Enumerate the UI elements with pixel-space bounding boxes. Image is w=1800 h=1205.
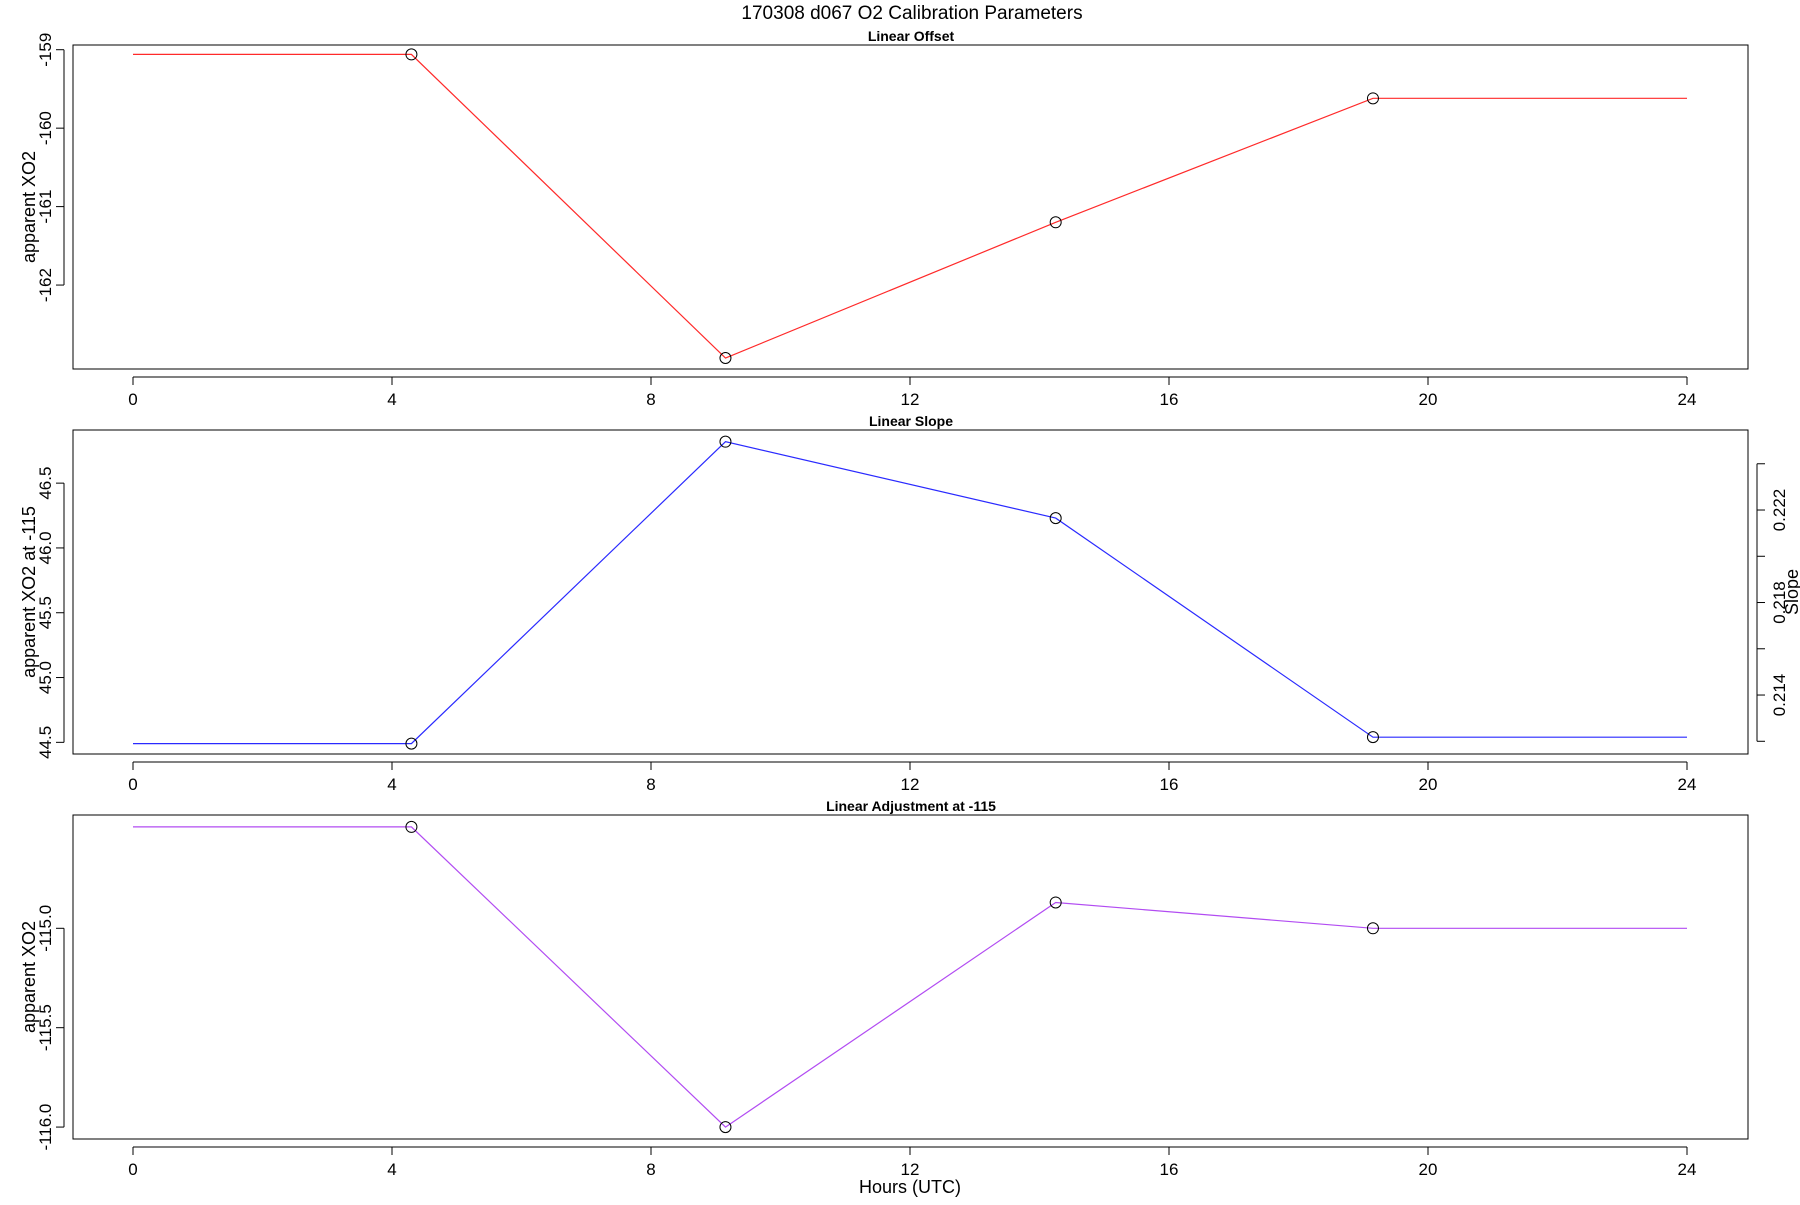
y-axis-label: apparent XO2 [19, 921, 39, 1033]
x-tick-label: 8 [646, 1160, 655, 1179]
data-point [1049, 512, 1062, 525]
data-point [1366, 731, 1379, 744]
data-point [1049, 216, 1062, 229]
y-tick-label: 45.0 [36, 661, 55, 694]
x-tick-label: 24 [1678, 775, 1697, 794]
y2-tick-label: 0.214 [1770, 674, 1789, 717]
y2-tick-label: 0.218 [1770, 581, 1789, 624]
data-point [1366, 922, 1379, 935]
y-tick-label: 44.5 [36, 726, 55, 759]
chart-panels: Linear Offset 0 4 8 12 16 20 24 -159 -160 -161 -162… [19, 28, 1800, 1179]
x-tick-label: 4 [387, 1160, 396, 1179]
series-line [133, 826, 1687, 1128]
plot-frame [72, 429, 1749, 755]
series-line [133, 53, 1687, 359]
x-tick-label: 16 [1160, 775, 1179, 794]
x-tick-label: 20 [1419, 390, 1438, 409]
plot-frame [72, 814, 1749, 1140]
x-tick-label: 24 [1678, 390, 1697, 409]
y-axis-label: apparent XO2 [19, 151, 39, 263]
x-tick-label: 20 [1419, 775, 1438, 794]
panel-2: Linear Slope 0 4 8 12 16 20 24 44.5 45.0 45.5 46.0 4… [19, 413, 1800, 794]
x-tick-label: 16 [1160, 1160, 1179, 1179]
data-point [719, 352, 732, 365]
panel-title: Linear Offset [868, 28, 955, 44]
x-tick-label: 0 [128, 775, 137, 794]
x-tick-label: 4 [387, 390, 396, 409]
panel-1: Linear Offset 0 4 8 12 16 20 24 -159 -160 -161 -162… [19, 28, 1749, 409]
panel-title: Linear Adjustment at -115 [826, 798, 996, 814]
x-tick-label: 20 [1419, 1160, 1438, 1179]
y-tick-label: -115.5 [36, 1004, 55, 1051]
x-tick-label: 12 [901, 390, 920, 409]
y-tick-label: 45.5 [36, 596, 55, 629]
y-tick-label: -160 [36, 111, 55, 145]
y-tick-label: -115.0 [36, 905, 55, 952]
y-tick-label: -162 [36, 268, 55, 302]
x-tick-label: 0 [128, 390, 137, 409]
x-tick-label: 16 [1160, 390, 1179, 409]
y2-tick-label: 0.222 [1770, 489, 1789, 532]
x-tick-label: 12 [901, 1160, 920, 1179]
data-point [405, 48, 418, 61]
y-tick-label: -159 [36, 33, 55, 67]
y-tick-label: 46.5 [36, 467, 55, 500]
data-point [1366, 92, 1379, 105]
data-point [405, 820, 418, 833]
y-tick-label: -161 [36, 190, 55, 224]
x-tick-label: 4 [387, 775, 396, 794]
y2-axis-label: Slope [1782, 569, 1800, 615]
data-point [719, 435, 732, 448]
figure-title: 170308 d067 O2 Calibration Parameters [741, 3, 1082, 24]
data-point [405, 737, 418, 750]
x-tick-label: 8 [646, 775, 655, 794]
plot-frame [72, 44, 1749, 370]
data-point [719, 1121, 732, 1134]
panel-title: Linear Slope [869, 413, 953, 429]
x-tick-label: 8 [646, 390, 655, 409]
y-axis-label: apparent XO2 at -115 [19, 506, 39, 678]
series-line [133, 441, 1687, 745]
y-tick-label: -116.0 [36, 1104, 55, 1151]
panel-3: Linear Adjustment at -115 0 4 8 12 16 20 24 -115… [19, 798, 1749, 1179]
figure-x-axis-label: Hours (UTC) [859, 1177, 961, 1197]
y-tick-label: 46.0 [36, 531, 55, 564]
x-tick-label: 12 [901, 775, 920, 794]
x-tick-label: 24 [1678, 1160, 1697, 1179]
data-point [1049, 896, 1062, 909]
x-tick-label: 0 [128, 1160, 137, 1179]
